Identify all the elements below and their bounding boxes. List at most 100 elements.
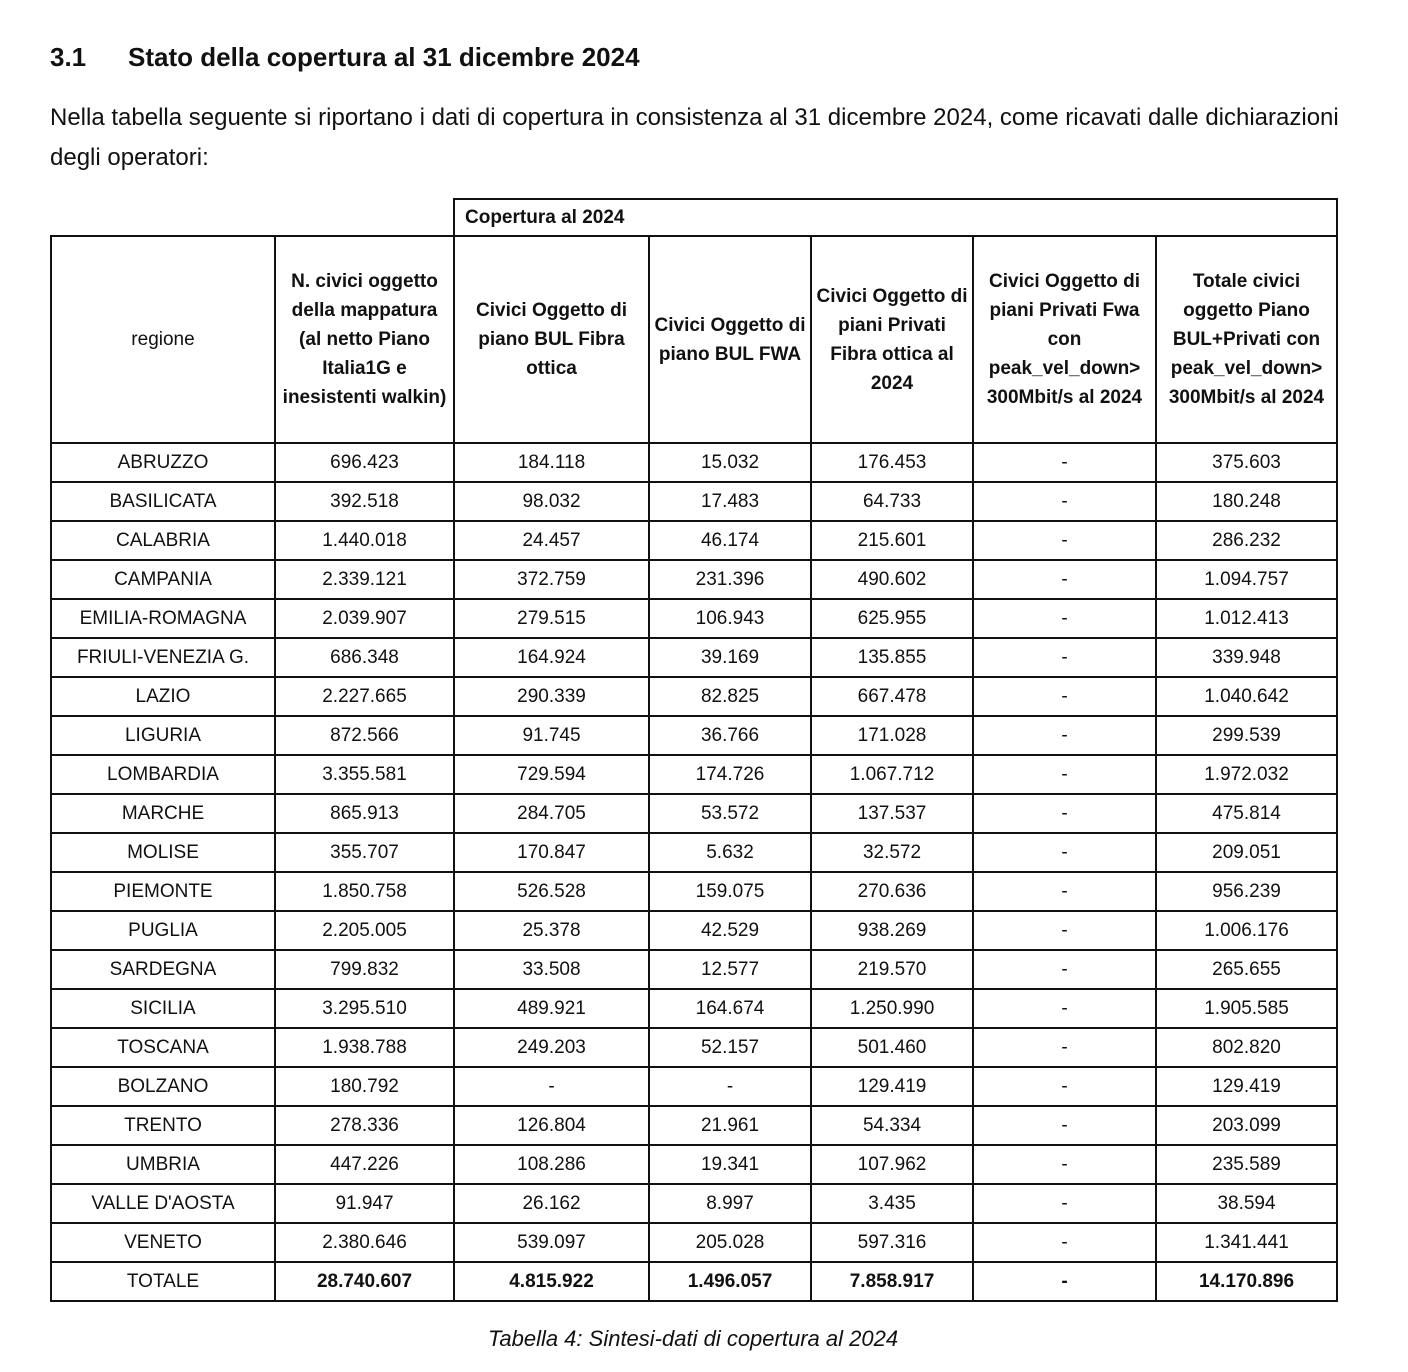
caption: Tabella 4: Sintesi-dati di copertura al … — [487, 1326, 899, 1351]
cell: 26.162 — [453, 1183, 650, 1224]
cell: 91.947 — [274, 1183, 455, 1224]
cell: - — [972, 481, 1157, 522]
cell: - — [972, 1066, 1157, 1107]
cell: 215.601 — [810, 520, 974, 561]
cell: 135.855 — [810, 637, 974, 678]
cell: - — [972, 949, 1157, 990]
cell: FRIULI-VENEZIA G. — [50, 637, 276, 678]
cell: 290.339 — [453, 676, 650, 717]
data-row: LIGURIA 872.566 91.745 36.766 171.028-299.53… — [50, 715, 1338, 756]
total-cell: 28.740.607 — [274, 1261, 455, 1302]
cell: 956.239 — [1155, 871, 1338, 912]
cell: CALABRIA — [50, 520, 276, 561]
cell: 12.577 — [648, 949, 812, 990]
blank-cell — [51, 199, 454, 236]
total-cell: 4.815.922 — [453, 1261, 650, 1302]
data-row: CALABRIA 1.440.018 24.457 46.174 215.601-286… — [50, 520, 1338, 561]
cell: - — [453, 1066, 650, 1107]
cell: 15.032 — [648, 442, 812, 483]
column-header: Civici Oggetto di piani Privati Fwa con … — [972, 235, 1157, 444]
cell: 46.174 — [648, 520, 812, 561]
cell: 501.460 — [810, 1027, 974, 1068]
cell: TOSCANA — [50, 1027, 276, 1068]
cell: 107.962 — [810, 1144, 974, 1185]
header-row: regione N. civici oggetto della mappatura… — [50, 235, 1338, 444]
cell: LOMBARDIA — [50, 754, 276, 795]
cell: UMBRIA — [50, 1144, 276, 1185]
column-header: Civici Oggetto di piano BUL FWA — [648, 235, 812, 444]
data-row: PIEMONTE 1.850.758 526.528 159.075 270.636-9… — [50, 871, 1338, 912]
cell: 2.227.665 — [274, 676, 455, 717]
cell: 39.169 — [648, 637, 812, 678]
cell: 176.453 — [810, 442, 974, 483]
cell: - — [972, 832, 1157, 873]
cell: 355.707 — [274, 832, 455, 873]
cell: PUGLIA — [50, 910, 276, 951]
cell: 2.380.646 — [274, 1222, 455, 1263]
cell: 126.804 — [453, 1105, 650, 1146]
cell: 205.028 — [648, 1222, 812, 1263]
cell: SARDEGNA — [50, 949, 276, 990]
cell: SICILIA — [50, 988, 276, 1029]
total-cell: - — [972, 1261, 1157, 1302]
table-head: Copertura al 2024 regione N. civici ogget… — [50, 198, 1338, 444]
cell: LAZIO — [50, 676, 276, 717]
column-header: Totale civici oggetto Piano BUL+Privati … — [1155, 235, 1338, 444]
cell: 19.341 — [648, 1144, 812, 1185]
cell: 38.594 — [1155, 1183, 1338, 1224]
data-row: LOMBARDIA 3.355.581 729.594 174.726 1.067.71… — [50, 754, 1338, 795]
cell: EMILIA-ROMAGNA — [50, 598, 276, 639]
cell: 278.336 — [274, 1105, 455, 1146]
paragraph: Nella tabella seguente si riportano i da… — [50, 104, 1339, 171]
cell: 339.948 — [1155, 637, 1338, 678]
cell: - — [972, 559, 1157, 600]
cell: 597.316 — [810, 1222, 974, 1263]
table-body: ABRUZZO 696.423 184.118 15.032 176.453-375.6… — [50, 442, 1338, 1302]
cell: 159.075 — [648, 871, 812, 912]
cell: 265.655 — [1155, 949, 1338, 990]
cell: - — [972, 988, 1157, 1029]
cell: 164.924 — [453, 637, 650, 678]
cell: - — [648, 1066, 812, 1107]
cell: 696.423 — [274, 442, 455, 483]
column-header: regione — [50, 235, 276, 444]
cell: 180.248 — [1155, 481, 1338, 522]
cell: 1.250.990 — [810, 988, 974, 1029]
data-row: TOSCANA 1.938.788 249.203 52.157 501.460-802… — [50, 1027, 1338, 1068]
cell: 219.570 — [810, 949, 974, 990]
cell: - — [972, 1222, 1157, 1263]
cell: - — [972, 1027, 1157, 1068]
data-row: VENETO 2.380.646 539.097 205.028 597.316-1.3… — [50, 1222, 1338, 1263]
cell: 872.566 — [274, 715, 455, 756]
cell: 171.028 — [810, 715, 974, 756]
cell: 539.097 — [453, 1222, 650, 1263]
data-row: FRIULI-VENEZIA G. 686.348 164.924 39.169 135… — [50, 637, 1338, 678]
cell: LIGURIA — [50, 715, 276, 756]
cell: 3.355.581 — [274, 754, 455, 795]
cell: CAMPANIA — [50, 559, 276, 600]
cell: 209.051 — [1155, 832, 1338, 873]
cell: 938.269 — [810, 910, 974, 951]
cell: 372.759 — [453, 559, 650, 600]
cell: 249.203 — [453, 1027, 650, 1068]
data-row: VALLE D'AOSTA 91.947 26.162 8.997 3.435-38.5… — [50, 1183, 1338, 1224]
cell: 799.832 — [274, 949, 455, 990]
cell: 21.961 — [648, 1105, 812, 1146]
column-header: Civici Oggetto di piano BUL Fibra ottica — [453, 235, 650, 444]
cell: 164.674 — [648, 988, 812, 1029]
cell: 392.518 — [274, 481, 455, 522]
cell: - — [972, 910, 1157, 951]
group-header: Copertura al 2024 — [453, 198, 1338, 237]
cell: 24.457 — [453, 520, 650, 561]
cell: 1.094.757 — [1155, 559, 1338, 600]
cell: 1.006.176 — [1155, 910, 1338, 951]
cell: 203.099 — [1155, 1105, 1338, 1146]
heading-title: Stato della copertura al 31 dicembre 202… — [128, 42, 640, 72]
cell: 98.032 — [453, 481, 650, 522]
cell: 36.766 — [648, 715, 812, 756]
coverage-table: Copertura al 2024 regione N. civici ogget… — [50, 198, 1338, 1302]
cell: - — [972, 598, 1157, 639]
data-row: PUGLIA 2.205.005 25.378 42.529 938.269-1.006… — [50, 910, 1338, 951]
cell: 1.067.712 — [810, 754, 974, 795]
